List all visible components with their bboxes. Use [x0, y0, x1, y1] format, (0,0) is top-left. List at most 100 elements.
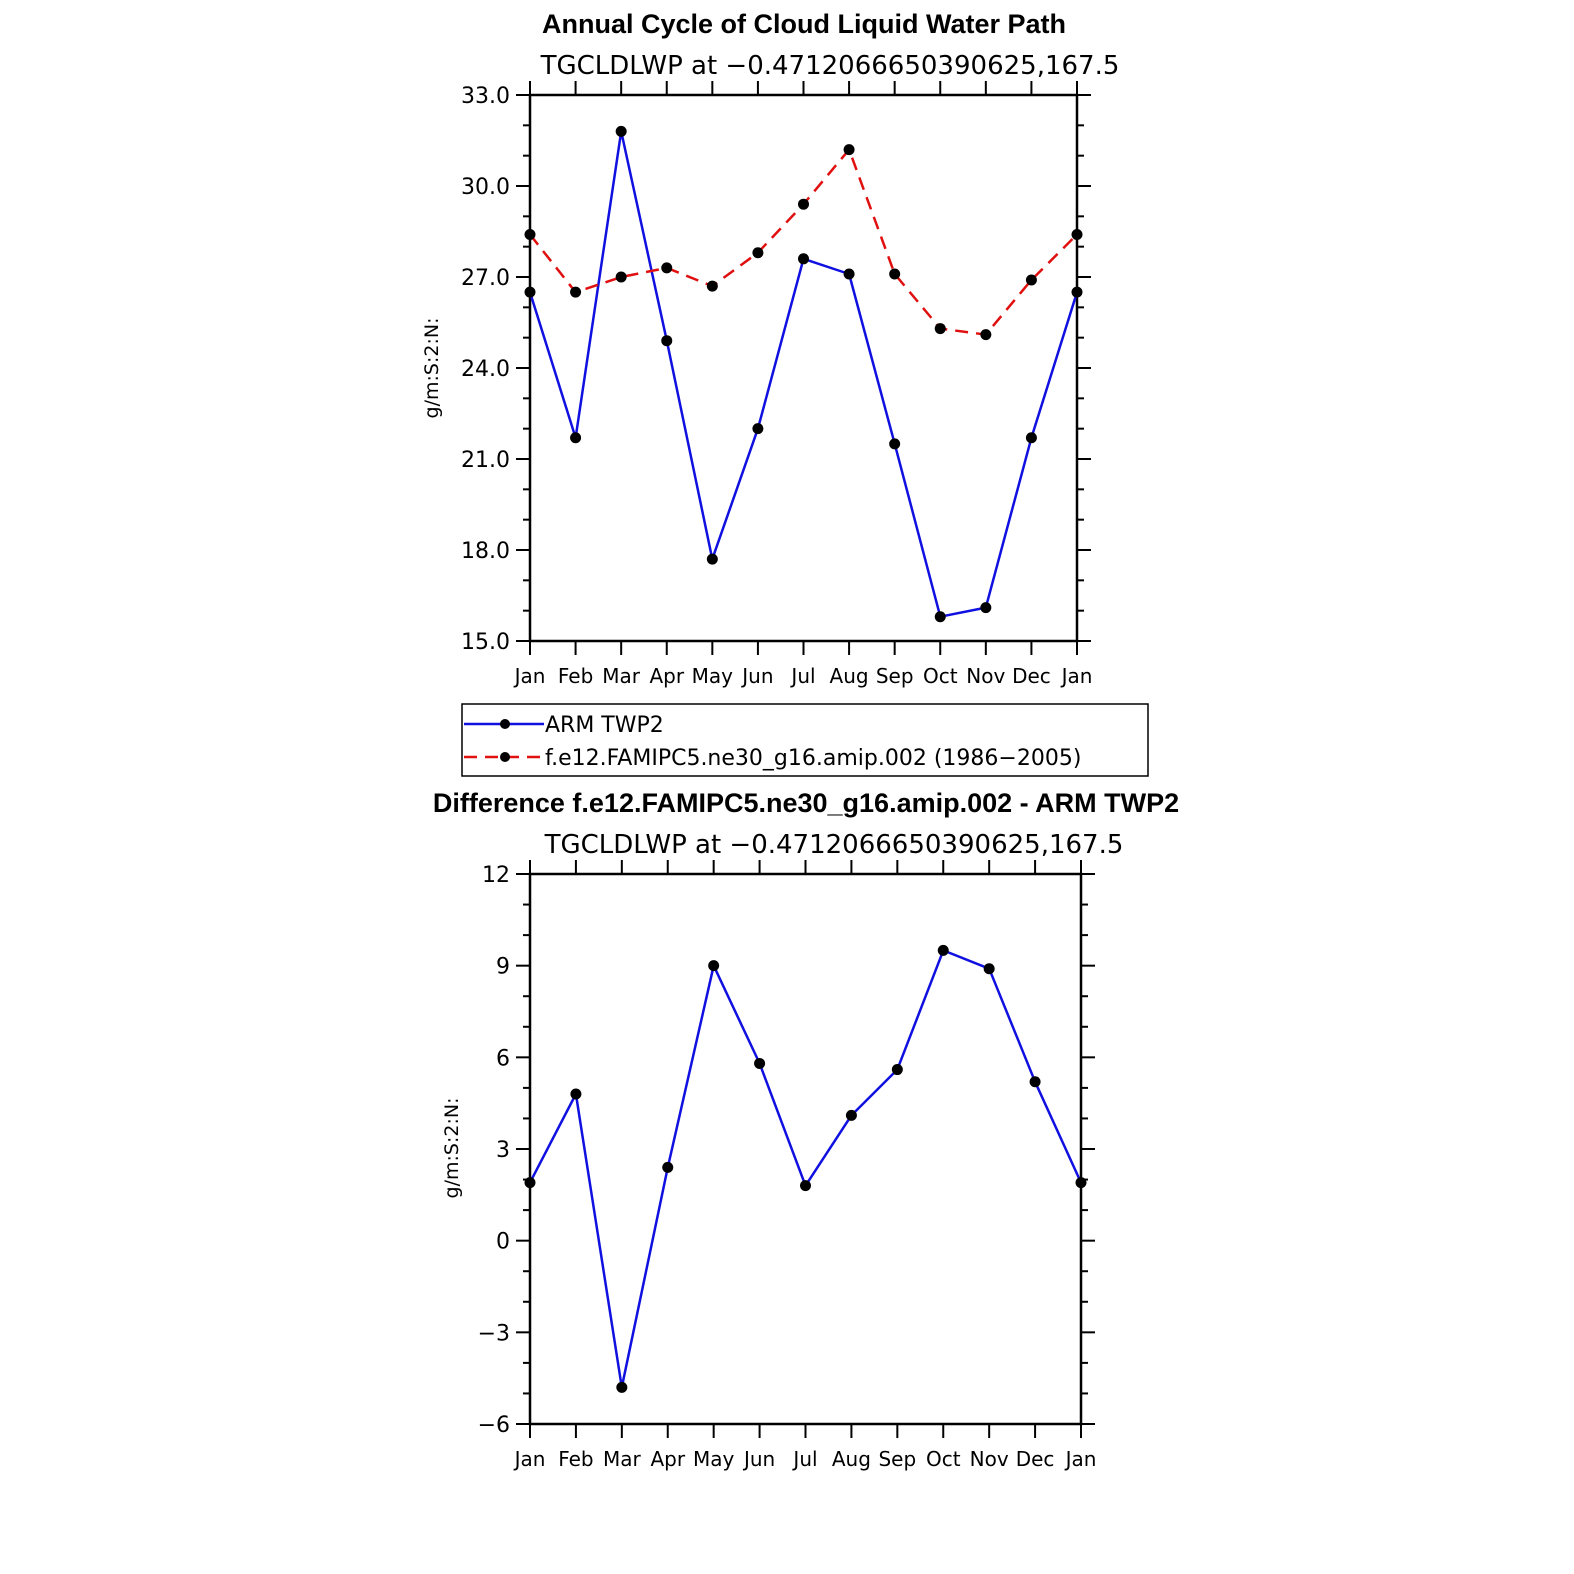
- data-point: [662, 1161, 674, 1173]
- data-point: [615, 271, 627, 283]
- data-point: [800, 1180, 811, 1192]
- y-tick-label: 12: [482, 863, 510, 888]
- y-tick-label: 27.0: [461, 266, 510, 291]
- data-point: [752, 423, 764, 435]
- data-point: [524, 1177, 536, 1189]
- legend-label-arm: ARM TWP2: [545, 713, 664, 738]
- data-point: [570, 286, 582, 298]
- data-point: [752, 247, 764, 259]
- y-tick-label: 18.0: [461, 539, 510, 564]
- data-point: [980, 329, 992, 341]
- y-tick-label: 9: [496, 955, 510, 980]
- difference-subtitle: TGCLDLWP at −0.4712066650390625,167.5: [544, 830, 1124, 860]
- plot-axes: 15.0 18.0 21.0 24.0 27.0 30.0 33.0 Jan Feb Mar Apr…: [461, 81, 1092, 688]
- chart-title: Annual Cycle of Cloud Liquid Water Path: [542, 9, 1066, 39]
- x-tick-label: Dec: [1016, 1447, 1055, 1471]
- legend-marker-arm: [500, 719, 510, 729]
- data-point: [1075, 1177, 1087, 1189]
- x-tick-label: Mar: [603, 1447, 642, 1471]
- data-point: [983, 963, 995, 975]
- plot-frame: [528, 872, 1083, 1426]
- x-tick-label: Feb: [558, 664, 593, 688]
- data-point: [798, 253, 809, 265]
- data-point: [1025, 274, 1037, 286]
- x-tick-label: Aug: [830, 664, 869, 688]
- y-tick-label: 15.0: [461, 630, 510, 655]
- data-point: [706, 280, 718, 292]
- data-point: [708, 960, 720, 972]
- x-tick-label: Oct: [923, 664, 958, 688]
- y-tick-label: 6: [496, 1046, 510, 1071]
- series-markers: [524, 125, 1083, 623]
- data-point: [1025, 432, 1037, 444]
- data-point: [1071, 286, 1083, 298]
- series-line-0: [528, 949, 1083, 1389]
- data-point: [524, 229, 536, 241]
- data-point: [934, 323, 946, 335]
- data-point: [980, 602, 992, 614]
- data-point: [937, 944, 949, 956]
- x-tick-label: Sep: [878, 1447, 916, 1471]
- x-tick-label: Jul: [789, 664, 815, 688]
- y-tick-label: 0: [496, 1230, 510, 1255]
- y-tick-label: 24.0: [461, 357, 510, 382]
- y-tick-label: 30.0: [461, 175, 510, 200]
- data-point: [616, 1381, 628, 1393]
- x-tick-label: Jan: [1064, 1447, 1097, 1471]
- series-line-1: [529, 148, 1078, 336]
- data-point: [570, 1088, 582, 1100]
- x-tick-label: Jan: [513, 1447, 546, 1471]
- legend-marker-model: [500, 752, 510, 762]
- data-point: [934, 611, 946, 623]
- data-point: [1029, 1076, 1041, 1088]
- data-point: [843, 268, 855, 280]
- x-tick-label: Mar: [602, 664, 641, 688]
- data-point: [661, 335, 673, 347]
- data-point: [889, 268, 901, 280]
- difference-title: Difference f.e12.FAMIPC5.ne30_g16.amip.0…: [433, 788, 1179, 818]
- y-axis-label: g/m:S:2:N:: [421, 318, 443, 419]
- data-point: [891, 1064, 903, 1076]
- plot-axes: −6 −3 0 3 6 9 12 Jan Feb Mar Apr May Jun Jul Aug Sep Oct…: [478, 860, 1097, 1471]
- legend-label-model: f.e12.FAMIPC5.ne30_g16.amip.002 (1986−20…: [545, 746, 1081, 771]
- y-tick-label: −3: [478, 1321, 510, 1346]
- data-point: [889, 438, 901, 450]
- chart-subtitle: TGCLDLWP at −0.4712066650390625,167.5: [540, 51, 1120, 81]
- x-tick-label: Apr: [649, 664, 684, 688]
- data-point: [798, 198, 809, 210]
- x-tick-label: Dec: [1012, 664, 1051, 688]
- y-tick-label: 3: [496, 1138, 510, 1163]
- annual-cycle-panel: Annual Cycle of Cloud Liquid Water Path …: [421, 9, 1119, 688]
- data-point: [661, 262, 673, 274]
- x-tick-label: Jun: [740, 664, 773, 688]
- x-tick-label: Jun: [742, 1447, 775, 1471]
- data-point: [843, 144, 855, 156]
- x-tick-label: Nov: [970, 1447, 1009, 1471]
- y-tick-label: 21.0: [461, 448, 510, 473]
- x-tick-label: Jul: [791, 1447, 817, 1471]
- x-tick-label: Apr: [650, 1447, 685, 1471]
- y-axis-label: g/m:S:2:N:: [441, 1098, 463, 1199]
- data-point: [706, 553, 718, 565]
- legend: ARM TWP2 f.e12.FAMIPC5.ne30_g16.amip.002…: [461, 703, 1149, 777]
- difference-panel: Difference f.e12.FAMIPC5.ne30_g16.amip.0…: [433, 788, 1179, 1471]
- plot-frame: [528, 93, 1079, 643]
- data-point: [754, 1057, 766, 1069]
- series-markers: [524, 944, 1087, 1393]
- x-tick-label: May: [692, 664, 734, 688]
- x-tick-label: Sep: [876, 664, 914, 688]
- x-tick-label: Jan: [513, 664, 546, 688]
- data-point: [845, 1109, 857, 1121]
- legend-box: [461, 703, 1149, 777]
- data-point: [1071, 229, 1083, 241]
- y-tick-label: 33.0: [461, 84, 510, 109]
- data-point: [524, 286, 536, 298]
- y-tick-label: −6: [478, 1413, 510, 1438]
- series-lines: [528, 949, 1083, 1389]
- x-tick-label: May: [693, 1447, 735, 1471]
- x-tick-label: Aug: [832, 1447, 871, 1471]
- x-tick-label: Oct: [926, 1447, 961, 1471]
- x-tick-label: Nov: [966, 664, 1005, 688]
- data-point: [615, 125, 627, 137]
